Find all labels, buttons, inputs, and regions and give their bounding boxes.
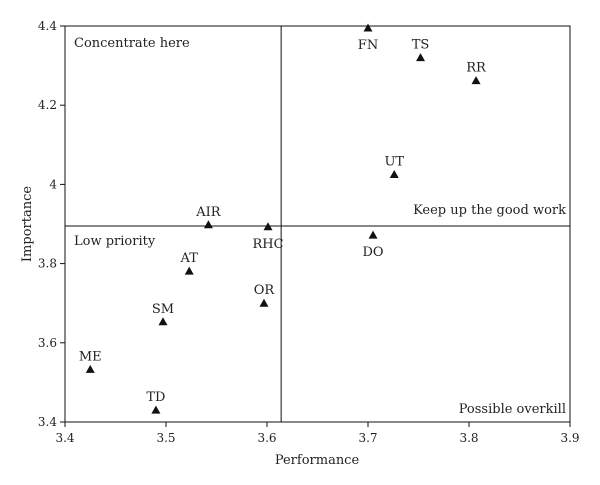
point-label-sm: SM <box>152 302 174 317</box>
data-point-or <box>259 298 269 307</box>
data-point-ts <box>416 53 426 62</box>
data-point-rr <box>471 76 481 85</box>
point-label-at: AT <box>180 251 199 266</box>
y-tick-label: 3.8 <box>38 257 57 271</box>
y-tick-label: 4 <box>49 177 57 191</box>
data-point-rhc <box>263 222 273 231</box>
point-label-ts: TS <box>412 38 430 53</box>
point-label-fn: FN <box>358 38 378 53</box>
data-point-at <box>184 266 194 275</box>
point-label-or: OR <box>254 283 276 298</box>
plot-frame <box>64 25 571 423</box>
y-tick-label: 4.2 <box>38 98 57 112</box>
x-tick-label: 3.4 <box>55 431 74 445</box>
point-label-td: TD <box>146 390 165 405</box>
x-tick-label: 3.9 <box>560 431 579 445</box>
data-point-td <box>151 405 161 414</box>
data-point-do <box>368 230 378 239</box>
point-label-do: DO <box>363 245 384 260</box>
data-point-ut <box>389 170 399 178</box>
y-tick-label: 3.6 <box>38 336 57 350</box>
y-axis-title: Importance <box>20 186 35 262</box>
x-tick-label: 3.6 <box>257 431 276 445</box>
quadrant-label-top-right: Keep up the good work <box>413 203 566 218</box>
quadrant-label-bottom-right: Possible overkill <box>459 402 566 417</box>
y-tick-label: 3.4 <box>38 415 57 429</box>
point-label-rhc: RHC <box>252 237 283 252</box>
data-point-me <box>85 364 95 373</box>
point-label-me: ME <box>79 349 102 364</box>
data-point-fn <box>363 23 373 32</box>
x-tick-label: 3.5 <box>156 431 175 445</box>
point-label-air: AIR <box>195 205 222 220</box>
point-label-rr: RR <box>466 61 487 76</box>
y-tick-label: 4.4 <box>38 19 57 33</box>
point-label-ut: UT <box>384 155 404 170</box>
data-point-air <box>203 220 213 229</box>
x-tick-label: 3.7 <box>358 431 377 445</box>
x-axis-title: Performance <box>275 453 360 468</box>
data-point-sm <box>158 317 168 326</box>
quadrant-label-top-left: Concentrate here <box>74 36 190 51</box>
x-tick-label: 3.8 <box>459 431 478 445</box>
quadrant-label-bottom-left: Low priority <box>74 234 156 249</box>
